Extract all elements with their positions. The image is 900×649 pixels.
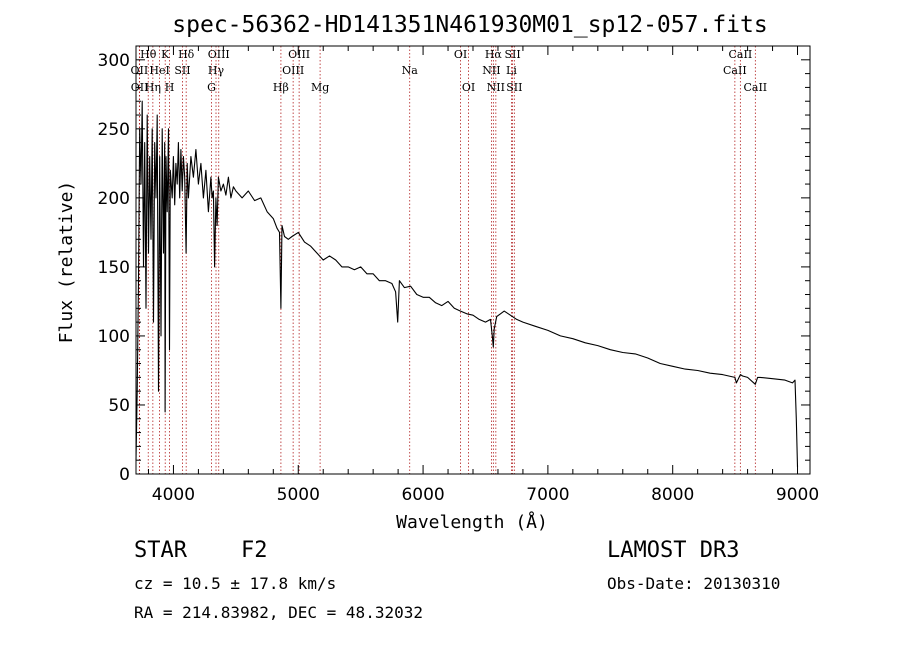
x-tick-label: 4000 — [152, 485, 195, 505]
spectrum-series — [135, 100, 799, 468]
y-tick-label: 0 — [119, 465, 130, 485]
x-tick-label: 6000 — [401, 485, 444, 505]
spectral-line-label: Hδ — [178, 48, 195, 61]
x-tick-label: 7000 — [526, 485, 569, 505]
spectral-line-label: Li — [506, 64, 517, 77]
spectral-line-label: H — [165, 81, 175, 94]
spectral-line-label: Hγ — [208, 64, 225, 77]
axis-ticks: 4000 5000 6000 7000 8000 9000 0 50 100 150 200 250 3… — [98, 46, 819, 505]
x-tick-label: 5000 — [277, 485, 320, 505]
spectral-line-label: OIII — [288, 48, 310, 61]
spectral-line-label: Na — [402, 64, 419, 77]
spectral-line-label: SII — [504, 48, 520, 61]
spectral-line-label: OII — [131, 64, 149, 77]
redshift-readout: cz = 10.5 ± 17.8 km/s — [134, 574, 337, 593]
spectral-line-label: NII — [487, 81, 505, 94]
object-class: STAR — [134, 538, 187, 563]
spectrum-line — [135, 100, 799, 468]
y-tick-label: 50 — [108, 396, 130, 416]
spectral-line-label: CaII — [743, 81, 767, 94]
x-tick-label: 8000 — [651, 485, 694, 505]
y-tick-label: 250 — [98, 120, 130, 140]
spectral-line-label: Hθ — [140, 48, 157, 61]
spectral-line-label: OI — [454, 48, 467, 61]
spectral-line-markers — [138, 46, 756, 474]
spectral-line-labels: Hθ OII OII K HeI Hη Hδ SII H OIII Hγ G OIII OIII Hβ Mg N… — [131, 48, 768, 94]
spectral-line-label: NII — [482, 64, 500, 77]
spectral-line-label: CaII — [729, 48, 753, 61]
spectral-line-label: OI — [462, 81, 475, 94]
spectral-line-label: OIII — [282, 64, 304, 77]
survey-name: LAMOST DR3 — [607, 538, 740, 563]
x-tick-label: 9000 — [776, 485, 819, 505]
y-tick-label: 300 — [98, 51, 130, 71]
obs-date: Obs-Date: 20130310 — [607, 574, 781, 593]
spectral-line-label: SII — [506, 81, 522, 94]
spectral-line-label: SII — [174, 64, 190, 77]
spectral-line-label: Mg — [311, 81, 329, 94]
y-tick-label: 200 — [98, 189, 130, 209]
spectral-line-label: G — [207, 81, 216, 94]
y-tick-label: 100 — [98, 327, 130, 347]
y-tick-label: 150 — [98, 258, 130, 278]
spectral-line-label: CaII — [723, 64, 747, 77]
coordinates: RA = 214.83982, DEC = 48.32032 — [134, 603, 423, 622]
chart-title: spec-56362-HD141351N461930M01_sp12-057.f… — [172, 12, 767, 38]
spectral-line-label: Hα — [485, 48, 503, 61]
spectral-line-label: OII — [131, 81, 149, 94]
spectral-line-label: Hη — [145, 81, 161, 94]
x-axis-label: Wavelength (Å) — [396, 511, 548, 533]
spectral-line-label: HeI — [149, 64, 169, 77]
spectral-line-label: K — [161, 48, 170, 61]
plot-frame — [135, 45, 811, 475]
spectral-line-label: OIII — [208, 48, 230, 61]
y-axis-label: Flux (relative) — [56, 181, 77, 344]
spectral-line-label: Hβ — [273, 81, 289, 94]
spectral-subclass: F2 — [241, 538, 268, 563]
